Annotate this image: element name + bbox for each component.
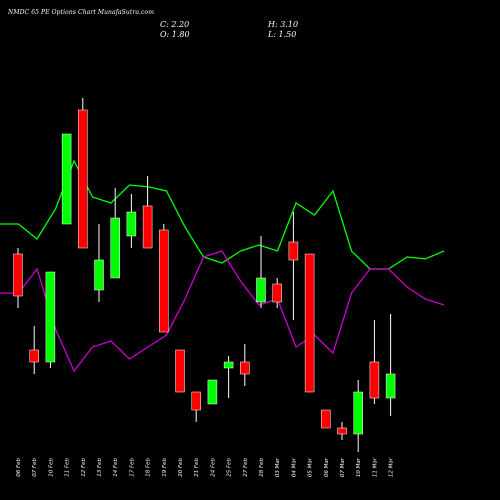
candle — [94, 224, 104, 302]
candle — [240, 344, 250, 386]
x-tick-label: 12 Feb — [81, 458, 87, 477]
candle — [45, 271, 56, 368]
candle — [175, 349, 185, 393]
candle-body-down — [78, 109, 88, 249]
x-tick-label: 25 Feb — [227, 458, 233, 477]
candle-body-down — [337, 427, 347, 435]
x-tick-label: 07 Feb — [32, 458, 38, 477]
x-tick-label: 11 Mar — [372, 457, 378, 477]
candle-body-down — [175, 349, 185, 393]
candle-body-up — [223, 361, 234, 369]
candle — [353, 380, 363, 452]
low-value: L: 1.50 — [268, 30, 297, 39]
x-tick-label: 18 Feb — [146, 458, 152, 477]
open-value: O: 1.80 — [160, 30, 190, 39]
x-tick-label: 10 Mar — [356, 457, 362, 477]
candle — [256, 236, 266, 308]
candle-body-down — [240, 361, 250, 375]
x-tick-label: 07 Mar — [340, 457, 346, 477]
candle-body-up — [207, 379, 218, 405]
candle — [321, 409, 331, 429]
candle-body-up — [256, 277, 266, 303]
candle-body-down — [29, 349, 39, 363]
candle — [29, 326, 39, 374]
x-tick-label: 03 Mar — [275, 457, 281, 477]
candle — [337, 422, 347, 440]
x-tick-label: 28 Feb — [259, 458, 265, 477]
x-tick-label: 19 Feb — [162, 458, 168, 477]
candle-body-up — [353, 391, 363, 435]
indicator-line-2 — [0, 250, 445, 373]
x-axis-labels: 06 Feb 07 Feb 10 Feb 11 Feb 12 Feb 13 Feb 14 F… — [16, 457, 395, 477]
candle — [288, 212, 299, 320]
x-tick-label: 13 Feb — [97, 458, 103, 477]
candle — [304, 253, 315, 393]
candle-body-down — [288, 241, 299, 261]
candle — [142, 176, 153, 249]
high-value: H: 3.10 — [268, 20, 299, 29]
x-tick-label: 27 Feb — [243, 458, 249, 477]
candle-body-down — [272, 283, 282, 303]
candle-body-up — [126, 211, 137, 237]
x-tick-label: 12 Mar — [389, 457, 395, 477]
indicator-lines — [0, 159, 445, 373]
x-tick-label: 05 Mar — [308, 457, 314, 477]
candle-body-down — [369, 361, 380, 399]
candle — [385, 314, 396, 416]
x-tick-label: 14 Feb — [113, 458, 119, 477]
candle — [207, 379, 218, 405]
x-tick-label: 06 Mar — [324, 457, 330, 477]
candle — [191, 391, 201, 422]
x-tick-label: 11 Feb — [65, 458, 71, 477]
x-tick-label: 21 Feb — [194, 458, 200, 477]
candle-body-up — [45, 271, 56, 363]
x-tick-label: 06 Feb — [16, 458, 22, 477]
candle — [110, 188, 120, 279]
x-tick-label: 20 Feb — [178, 458, 184, 477]
candle — [13, 248, 23, 308]
candle — [223, 356, 234, 398]
x-tick-label: 24 Feb — [210, 458, 216, 477]
candle-body-down — [13, 253, 23, 297]
candle-body-up — [61, 133, 72, 225]
close-value: C: 2.20 — [160, 20, 190, 29]
x-tick-label: 04 Mar — [291, 457, 297, 477]
candle — [369, 320, 380, 404]
candle-body-up — [110, 217, 120, 279]
chart-title: NMDC 65 PE Options Chart MunafaSutra.com — [8, 9, 154, 16]
candle — [272, 278, 282, 308]
candle-body-down — [321, 409, 331, 429]
candle-body-down — [142, 205, 153, 249]
candlesticks — [13, 98, 396, 452]
candle — [78, 98, 88, 249]
candle — [159, 224, 169, 333]
candle-body-down — [191, 391, 201, 411]
candle — [126, 194, 137, 248]
candle-body-up — [385, 373, 396, 399]
candle-body-up — [94, 259, 104, 291]
candle-body-down — [304, 253, 315, 393]
x-tick-label: 10 Feb — [48, 458, 54, 477]
candle-body-down — [159, 229, 169, 333]
candle — [61, 133, 72, 225]
x-tick-label: 17 Feb — [129, 458, 135, 477]
